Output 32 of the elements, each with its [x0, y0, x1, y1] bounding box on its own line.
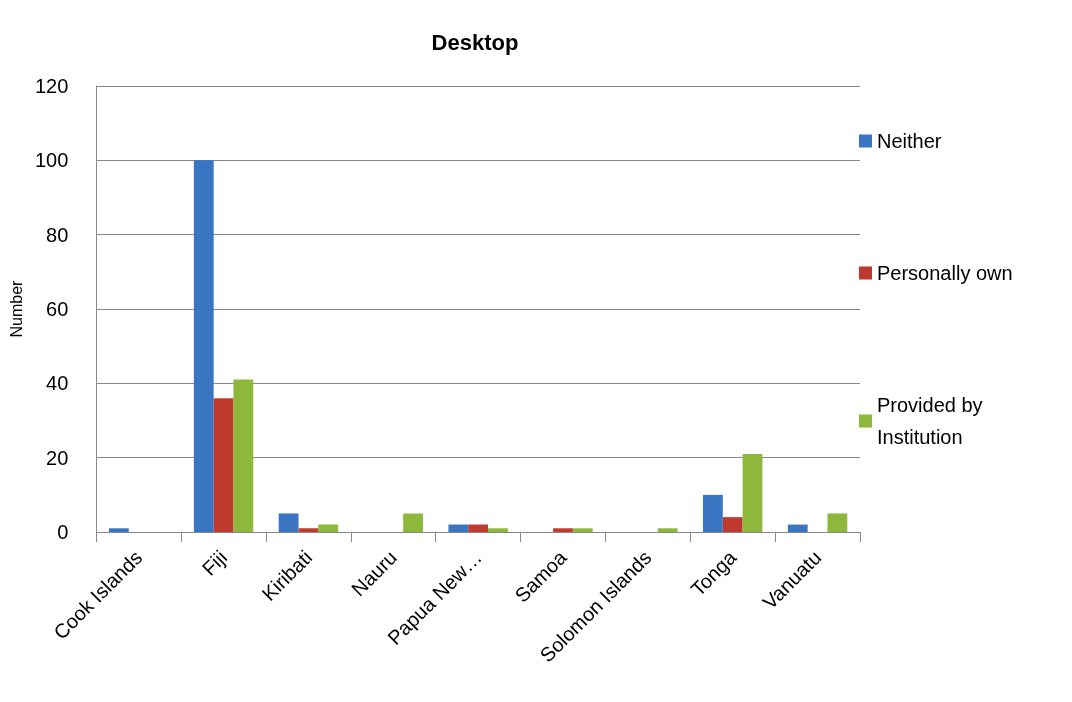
- bar: [787, 524, 808, 532]
- bar: [213, 398, 234, 532]
- bar: [193, 160, 214, 532]
- legend-label: Neither: [877, 130, 942, 152]
- bar: [488, 528, 508, 532]
- x-tick-label: Fiji: [197, 546, 232, 580]
- bar: [722, 517, 743, 532]
- bar: [657, 528, 678, 532]
- bar: [233, 379, 254, 532]
- bar: [298, 528, 319, 532]
- y-tick-label: 0: [57, 521, 69, 543]
- bar: [448, 524, 469, 532]
- legend-label: Provided by Institution: [877, 394, 989, 448]
- y-tick-label: 20: [46, 446, 69, 469]
- bar: [109, 528, 129, 532]
- bar: [703, 494, 723, 532]
- bar: [742, 453, 763, 532]
- y-tick-label: 120: [34, 75, 69, 97]
- legend-label: Personally own: [877, 262, 1013, 284]
- y-tick-label: 100: [34, 149, 69, 172]
- chart-title: Desktop: [431, 29, 519, 55]
- bar: [553, 528, 573, 532]
- y-tick-label: 60: [46, 298, 69, 320]
- bar: [278, 513, 299, 532]
- bar: [572, 528, 593, 532]
- y-tick-label: 40: [46, 372, 69, 395]
- bar: [468, 524, 489, 532]
- bar: [403, 513, 423, 532]
- bar: [318, 524, 339, 532]
- bar: [827, 513, 848, 532]
- y-axis-title: Number: [7, 279, 25, 338]
- y-tick-label: 80: [46, 223, 69, 246]
